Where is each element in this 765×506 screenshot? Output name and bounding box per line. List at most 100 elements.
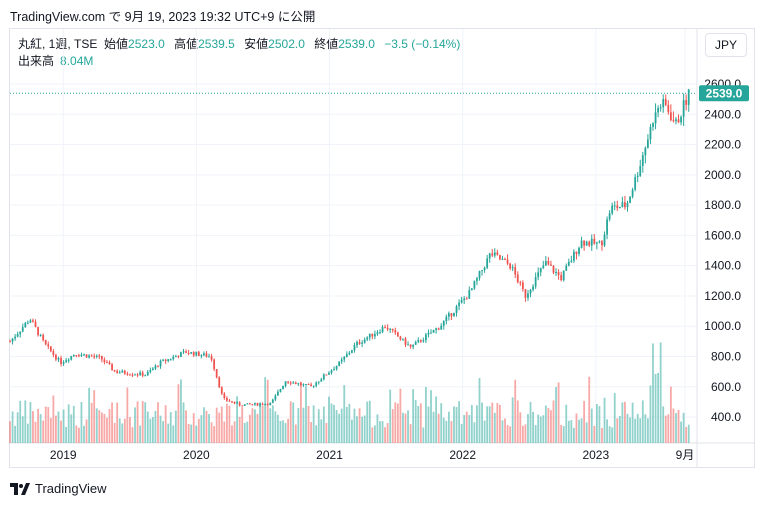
volume-bar [310,422,312,443]
volume-bar [203,407,205,443]
volume-bar [547,407,550,443]
tradingview-logo[interactable]: TradingView [10,481,107,496]
candle-body [348,352,351,355]
candle-body [26,322,29,324]
candle-body [603,234,606,246]
candle-body [550,264,552,266]
candle-body [345,354,348,357]
candle-body [65,360,68,363]
volume-bar [123,418,126,443]
candle-body [333,369,335,371]
candle-body [422,340,425,342]
chart-pane[interactable] [9,28,755,468]
volume-bar [445,420,448,443]
candle-body [496,252,499,255]
volume-bar [629,417,631,443]
candle-body [254,403,256,405]
volume-bar [669,386,672,443]
candle-body [363,339,366,343]
candle-body [121,370,124,373]
candle-body [573,251,575,261]
volume-bar [174,410,177,443]
volume-bar [616,418,619,443]
volume-bar [532,411,534,443]
volume-bar [225,403,228,443]
low-label: 安値 [244,37,269,51]
volume-bar [386,423,389,443]
candle-body [613,205,616,207]
candle-body [42,334,45,341]
candle-body [570,260,573,262]
candle-body [162,359,164,361]
volume-bar [241,407,244,443]
volume-bar [108,409,111,443]
last-price-badge [699,85,749,102]
candle-body [473,281,476,289]
candle-body [203,353,205,356]
volume-bar [47,407,50,443]
volume-bar [335,410,338,443]
volume-bar [417,405,420,443]
candle-body [598,241,601,243]
candle-body [672,120,675,122]
candle-body [106,362,108,364]
high-label: 高値 [174,37,199,51]
candle-body [557,272,560,275]
candle-body [197,351,200,356]
candle-body [338,361,341,366]
candle-body [93,356,96,358]
candle-body [419,340,422,342]
volume-bar [297,408,300,443]
candle-body [358,342,361,344]
currency-button[interactable]: JPY [705,33,747,57]
candle-body [11,338,14,342]
volume-bar [521,425,524,443]
candle-body [499,254,501,260]
volume-legend: 出来高 8.04M [18,52,93,69]
candle-body [241,405,244,407]
volume-bar [527,414,529,443]
volume-bar [672,408,675,443]
volume-bar [289,401,292,443]
candle-body [228,400,231,402]
volume-bar [504,418,506,443]
y-tick-label: 1600.0 [704,228,741,242]
candle-body [445,316,448,322]
candle-body [238,402,241,406]
volume-bar [511,397,514,443]
volume-bar [246,421,249,443]
volume-bar [256,413,259,443]
volume-bar [384,427,386,443]
candle-body [55,354,57,360]
volume-bar [167,423,170,443]
candle-body [134,374,136,376]
volume-label: 出来高 [18,54,55,68]
candle-body [49,346,52,352]
volume-bar [19,400,22,443]
candle-body [21,327,24,332]
volume-bar [213,426,216,443]
candle-body [555,272,557,274]
candle-body [220,387,223,394]
candle-body [506,259,509,264]
candle-body [287,381,290,383]
volume-bar [134,407,136,443]
volume-bar [330,403,333,443]
candle-body [231,401,233,403]
candle-body [315,382,318,386]
candle-body [177,356,180,358]
candle-body [62,362,65,364]
volume-bar [412,389,415,443]
candle-body [126,373,129,375]
volume-bar [116,402,119,443]
candle-body [608,213,611,220]
volume-bar [90,402,93,443]
candle-body [282,385,284,390]
candle-body [88,355,91,358]
volume-bar [493,412,496,443]
volume-bar [220,406,223,443]
candle-body [215,369,218,378]
volume-bar [363,415,366,443]
candle-body [80,354,83,356]
candle-body [256,403,259,406]
